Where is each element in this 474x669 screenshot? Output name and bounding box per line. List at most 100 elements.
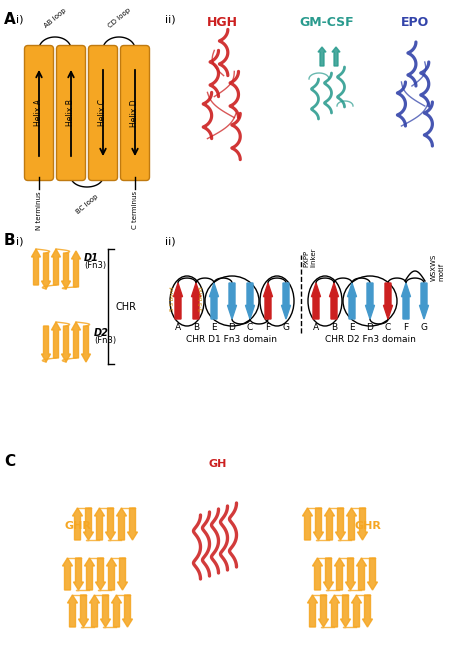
FancyArrow shape <box>72 322 81 358</box>
FancyArrow shape <box>363 595 373 627</box>
FancyArrow shape <box>31 249 40 285</box>
Text: G: G <box>283 323 290 332</box>
Text: WSXWS
motif: WSXWS motif <box>431 254 444 281</box>
FancyArrow shape <box>82 326 91 362</box>
FancyArrow shape <box>246 283 255 319</box>
FancyArrow shape <box>419 283 428 319</box>
Text: C: C <box>4 454 15 469</box>
Text: D1: D1 <box>84 253 99 263</box>
FancyArrow shape <box>347 283 356 319</box>
FancyArrow shape <box>264 283 273 319</box>
FancyBboxPatch shape <box>120 45 149 181</box>
FancyBboxPatch shape <box>89 45 118 181</box>
Text: D: D <box>366 323 374 332</box>
FancyArrow shape <box>401 283 410 319</box>
FancyArrow shape <box>95 558 106 590</box>
FancyArrow shape <box>84 558 94 590</box>
FancyArrow shape <box>122 595 133 627</box>
FancyArrow shape <box>107 558 117 590</box>
FancyArrow shape <box>323 558 334 590</box>
Text: C: C <box>385 323 391 332</box>
FancyArrow shape <box>72 251 81 287</box>
Text: E: E <box>211 323 217 332</box>
FancyBboxPatch shape <box>56 45 85 181</box>
Text: ii): ii) <box>165 236 176 246</box>
FancyArrow shape <box>312 558 322 590</box>
FancyArrow shape <box>318 47 326 66</box>
Text: E: E <box>349 323 355 332</box>
FancyArrow shape <box>90 595 100 627</box>
Text: Helix A: Helix A <box>35 100 44 126</box>
FancyArrow shape <box>319 595 328 627</box>
Text: B: B <box>193 323 199 332</box>
FancyArrow shape <box>52 322 61 358</box>
Text: CHR: CHR <box>116 302 137 312</box>
FancyArrow shape <box>173 283 182 319</box>
Text: S-S bond: S-S bond <box>170 287 175 311</box>
FancyArrow shape <box>356 558 366 590</box>
FancyArrow shape <box>311 283 320 319</box>
Text: BC loop: BC loop <box>75 193 99 215</box>
Text: B: B <box>4 233 16 248</box>
FancyArrow shape <box>346 508 356 540</box>
Text: F: F <box>403 323 409 332</box>
Text: i): i) <box>16 15 24 25</box>
Text: ii): ii) <box>165 15 176 25</box>
FancyArrow shape <box>336 508 346 540</box>
FancyBboxPatch shape <box>25 45 54 181</box>
FancyArrow shape <box>63 558 73 590</box>
Text: EPO: EPO <box>401 16 429 29</box>
Text: C: C <box>247 323 253 332</box>
Text: B: B <box>331 323 337 332</box>
Text: GH: GH <box>209 459 227 469</box>
Text: CHR D2 Fn3 domain: CHR D2 Fn3 domain <box>325 335 415 344</box>
FancyArrow shape <box>79 595 89 627</box>
FancyArrow shape <box>329 595 339 627</box>
Text: GHR: GHR <box>355 521 382 531</box>
FancyArrow shape <box>118 558 128 590</box>
FancyArrow shape <box>83 508 93 540</box>
FancyArrow shape <box>313 508 323 540</box>
FancyArrow shape <box>228 283 237 319</box>
FancyArrow shape <box>94 508 104 540</box>
FancyArrow shape <box>52 249 61 285</box>
FancyArrow shape <box>383 283 392 319</box>
FancyArrow shape <box>73 508 82 540</box>
Text: A: A <box>175 323 181 332</box>
FancyArrow shape <box>111 595 121 627</box>
FancyArrow shape <box>365 283 374 319</box>
FancyArrow shape <box>128 508 137 540</box>
FancyArrow shape <box>302 508 312 540</box>
Text: AB loop: AB loop <box>43 7 67 29</box>
FancyArrow shape <box>325 508 335 540</box>
FancyArrow shape <box>357 508 367 540</box>
Text: Helix B: Helix B <box>66 100 75 126</box>
FancyArrow shape <box>106 508 116 540</box>
Text: A: A <box>313 323 319 332</box>
FancyArrow shape <box>42 326 51 362</box>
Text: D: D <box>228 323 236 332</box>
FancyArrow shape <box>62 253 71 289</box>
Text: PXPP
linker: PXPP linker <box>303 248 316 267</box>
Text: Helix D: Helix D <box>130 99 139 127</box>
Text: C terminus: C terminus <box>132 191 138 229</box>
Text: HGH: HGH <box>207 16 237 29</box>
FancyArrow shape <box>352 595 362 627</box>
FancyArrow shape <box>67 595 78 627</box>
Text: D2: D2 <box>94 328 109 338</box>
Text: GM-CSF: GM-CSF <box>300 16 354 29</box>
FancyArrow shape <box>346 558 356 590</box>
FancyArrow shape <box>335 558 345 590</box>
FancyArrow shape <box>210 283 219 319</box>
FancyArrow shape <box>329 283 338 319</box>
FancyArrow shape <box>100 595 110 627</box>
Text: A: A <box>4 12 16 27</box>
Text: CHR D1 Fn3 domain: CHR D1 Fn3 domain <box>186 335 277 344</box>
FancyArrow shape <box>332 47 340 66</box>
Text: CD loop: CD loop <box>107 7 131 29</box>
Text: (Fn3): (Fn3) <box>84 261 106 270</box>
Text: i): i) <box>16 236 24 246</box>
Text: G: G <box>420 323 428 332</box>
Text: S-S bond: S-S bond <box>199 287 204 311</box>
FancyArrow shape <box>308 595 318 627</box>
